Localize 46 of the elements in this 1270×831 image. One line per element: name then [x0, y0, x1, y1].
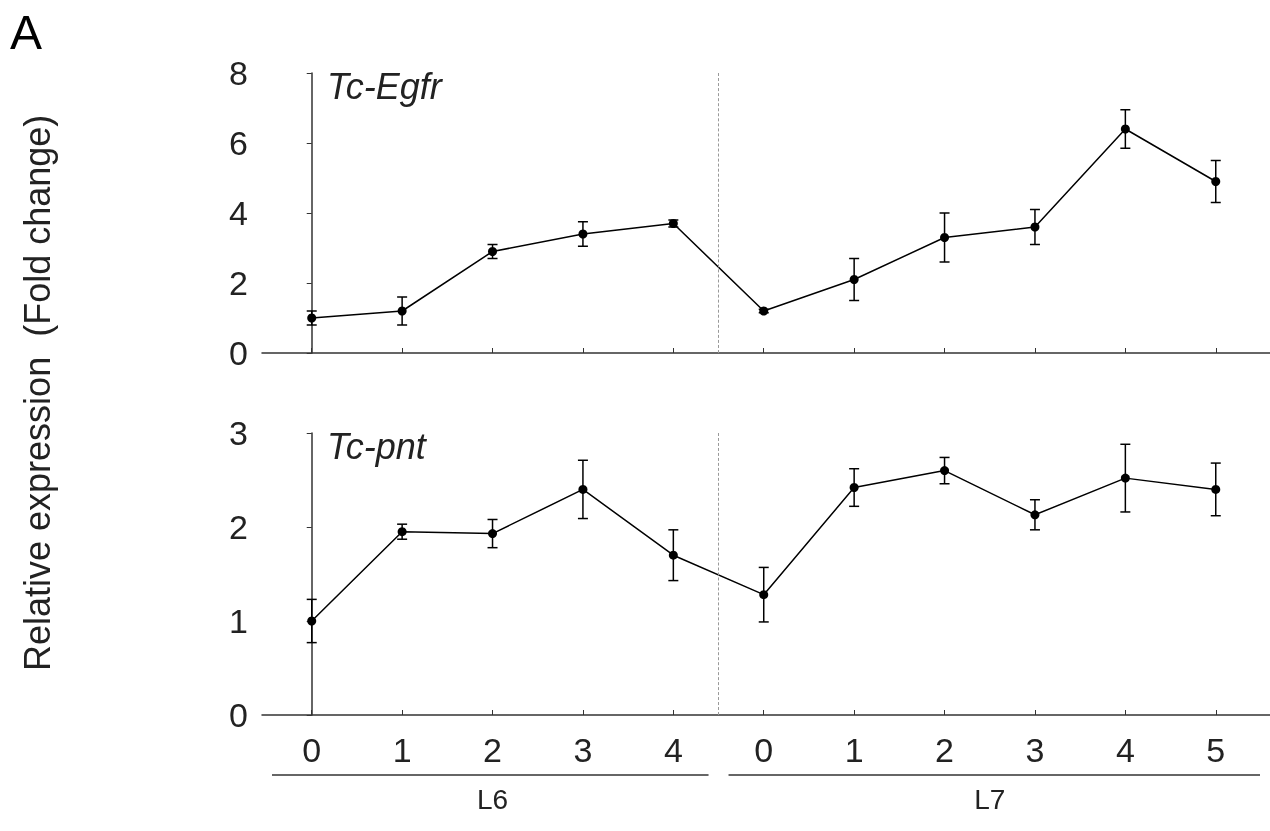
- point: [1030, 222, 1040, 232]
- y-tick-label: 8: [229, 54, 248, 92]
- text: A: [10, 5, 43, 59]
- x-tick-label: 5: [1206, 731, 1226, 769]
- point: [1120, 473, 1130, 483]
- x-tick-label: 2: [935, 731, 955, 769]
- y-tick-label: 0: [229, 696, 248, 734]
- x-tick-label: 4: [1115, 731, 1135, 769]
- y-tick-label: 3: [229, 414, 248, 452]
- point: [397, 527, 407, 537]
- point: [1120, 124, 1130, 134]
- text: L7: [974, 783, 1006, 815]
- y-tick-label: 0: [229, 334, 248, 372]
- x-tick-label: 0: [754, 731, 774, 769]
- y-tick-label: 6: [229, 124, 248, 162]
- point: [307, 313, 317, 323]
- point: [1030, 510, 1040, 520]
- point: [759, 590, 769, 600]
- x-tick-label: 0: [302, 731, 322, 769]
- point: [307, 616, 317, 626]
- x-tick-label: 4: [663, 731, 683, 769]
- point: [578, 229, 588, 239]
- y-axis-title: Relative expression (Fold change): [17, 114, 59, 671]
- point: [488, 529, 498, 539]
- chart-title: Tc-Egfr: [327, 65, 444, 107]
- y-tick-label: 2: [229, 264, 248, 302]
- point: [668, 550, 678, 560]
- point: [397, 306, 407, 316]
- x-tick-label: 2: [483, 731, 502, 769]
- point: [578, 484, 588, 494]
- x-tick-label: 1: [392, 731, 412, 769]
- point: [849, 483, 859, 493]
- text: L6: [476, 783, 509, 815]
- x-tick-label: 1: [844, 731, 864, 769]
- point: [849, 275, 859, 284]
- y-tick-label: 4: [229, 194, 248, 232]
- point: [1211, 177, 1221, 186]
- chart-title: Tc-pnt: [327, 425, 428, 467]
- point: [940, 233, 950, 242]
- point: [940, 466, 950, 476]
- y-tick-label: 2: [229, 508, 248, 546]
- point: [1211, 484, 1221, 494]
- x-tick-label: 3: [573, 731, 593, 769]
- y-tick-label: 1: [229, 602, 248, 640]
- point: [488, 247, 498, 256]
- x-tick-label: 3: [1025, 731, 1045, 769]
